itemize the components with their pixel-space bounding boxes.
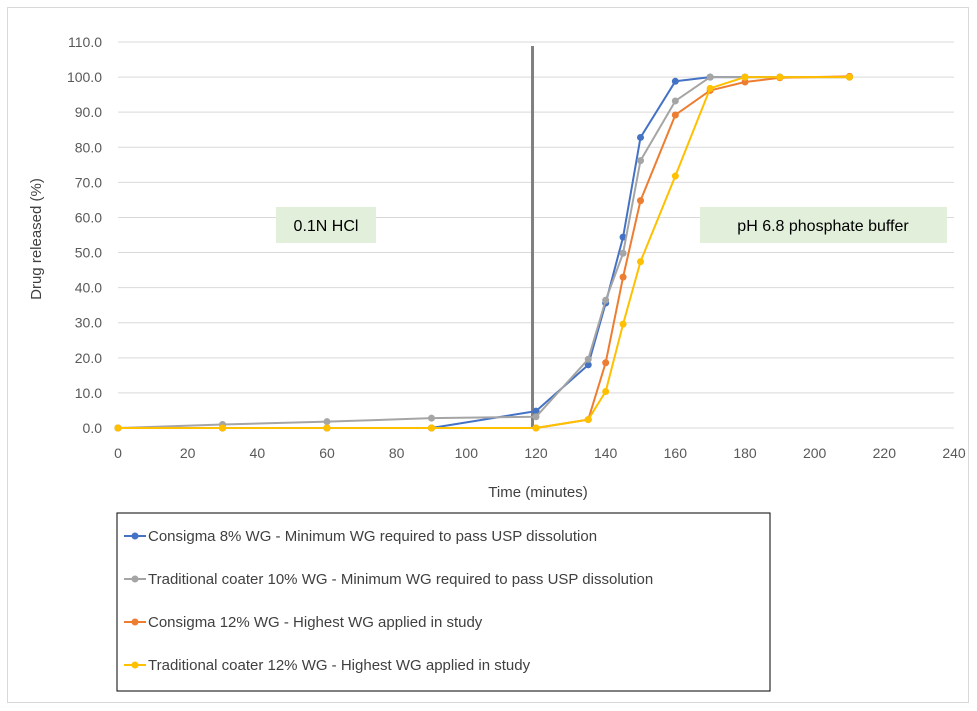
y-tick-label: 90.0 bbox=[75, 104, 102, 120]
data-point bbox=[619, 273, 627, 281]
legend-marker bbox=[131, 661, 139, 669]
data-point bbox=[637, 157, 644, 165]
data-point bbox=[671, 172, 679, 180]
data-point bbox=[846, 73, 853, 81]
data-point bbox=[428, 414, 435, 422]
legend-label: Consigma 8% WG - Minimum WG required to … bbox=[148, 528, 597, 545]
x-tick-label: 200 bbox=[803, 445, 827, 461]
data-point bbox=[671, 111, 679, 119]
data-point bbox=[532, 424, 540, 432]
data-point bbox=[428, 424, 435, 432]
data-point bbox=[584, 355, 592, 363]
x-tick-label: 40 bbox=[250, 445, 266, 461]
legend-label: Consigma 12% WG - Highest WG applied in … bbox=[148, 614, 483, 631]
x-tick-label: 0 bbox=[114, 445, 122, 461]
data-point bbox=[114, 424, 122, 432]
legend-marker bbox=[131, 532, 139, 540]
data-point bbox=[602, 388, 610, 396]
series-lines bbox=[114, 72, 853, 432]
legend-entry: Traditional coater 10% WG - Minimum WG r… bbox=[124, 571, 653, 588]
legend-entries: Consigma 8% WG - Minimum WG required to … bbox=[124, 528, 653, 674]
y-tick-label: 40.0 bbox=[75, 280, 102, 296]
data-point bbox=[619, 320, 627, 328]
legend-label: Traditional coater 10% WG - Minimum WG r… bbox=[148, 571, 653, 588]
data-point bbox=[532, 413, 540, 421]
data-point bbox=[706, 84, 714, 92]
x-tick-label: 160 bbox=[664, 445, 688, 461]
hcl-annotation-box bbox=[276, 207, 376, 243]
data-point bbox=[619, 249, 627, 257]
series-line bbox=[118, 76, 850, 429]
legend-box bbox=[116, 512, 771, 692]
x-tick-label: 80 bbox=[389, 445, 405, 461]
y-tick-label: 100.0 bbox=[67, 69, 102, 85]
y-axis-tick-labels: 0.0 10.0 20.0 30.0 40.0 50.0 60.0 70.0 80.0 90.0 1… bbox=[67, 34, 102, 436]
legend-entry: Consigma 8% WG - Minimum WG required to … bbox=[124, 528, 597, 545]
y-tick-label: 50.0 bbox=[75, 245, 102, 261]
legend-label: Traditional coater 12% WG - Highest WG a… bbox=[148, 657, 531, 674]
x-tick-label: 180 bbox=[733, 445, 757, 461]
x-tick-label: 140 bbox=[594, 445, 618, 461]
data-point bbox=[584, 361, 592, 369]
y-tick-label: 110.0 bbox=[68, 34, 102, 50]
hcl-annotation: 0.1N HCl bbox=[294, 218, 359, 235]
y-tick-label: 60.0 bbox=[75, 209, 102, 225]
y-tick-label: 20.0 bbox=[75, 350, 102, 366]
data-point bbox=[637, 133, 644, 141]
series-line bbox=[117, 76, 850, 429]
data-point bbox=[671, 77, 679, 85]
data-point bbox=[602, 296, 610, 304]
buffer-annotation: pH 6.8 phosphate buffer bbox=[737, 218, 909, 235]
data-point bbox=[323, 424, 331, 432]
y-tick-label: 30.0 bbox=[75, 315, 102, 331]
x-tick-label: 100 bbox=[455, 445, 479, 461]
data-point bbox=[584, 416, 592, 424]
legend: Consigma 8% WG - Minimum WG required to … bbox=[116, 512, 771, 692]
y-tick-label: 80.0 bbox=[75, 139, 102, 155]
x-axis-tick-labels: 0 20 40 60 80 100 120 140 160 180 200 220 240 bbox=[114, 445, 966, 461]
y-tick-label: 10.0 bbox=[75, 385, 102, 401]
y-axis-title: Drug released (%) bbox=[28, 178, 45, 300]
legend-marker bbox=[131, 575, 139, 583]
data-point bbox=[706, 73, 714, 81]
legend-marker bbox=[131, 618, 139, 626]
x-axis-title: Time (minutes) bbox=[488, 484, 587, 501]
data-point bbox=[323, 418, 331, 426]
data-point bbox=[741, 78, 749, 86]
legend-entry: Consigma 12% WG - Highest WG applied in … bbox=[124, 614, 483, 631]
data-point bbox=[219, 424, 226, 432]
data-point bbox=[776, 73, 784, 81]
y-tick-label: 70.0 bbox=[75, 174, 102, 190]
legend-entry: Traditional coater 12% WG - Highest WG a… bbox=[124, 657, 531, 674]
x-tick-label: 220 bbox=[873, 445, 897, 461]
x-tick-label: 240 bbox=[942, 445, 966, 461]
data-point bbox=[637, 258, 644, 266]
x-tick-label: 60 bbox=[319, 445, 335, 461]
data-point bbox=[671, 97, 679, 105]
data-point bbox=[741, 73, 749, 81]
buffer-annotation-box bbox=[700, 207, 947, 243]
series-4 bbox=[114, 73, 853, 432]
x-tick-label: 120 bbox=[524, 445, 548, 461]
y-tick-label: 0.0 bbox=[83, 420, 103, 436]
data-point bbox=[602, 359, 610, 367]
x-tick-label: 20 bbox=[180, 445, 196, 461]
data-point bbox=[532, 407, 540, 415]
data-point bbox=[637, 197, 644, 205]
